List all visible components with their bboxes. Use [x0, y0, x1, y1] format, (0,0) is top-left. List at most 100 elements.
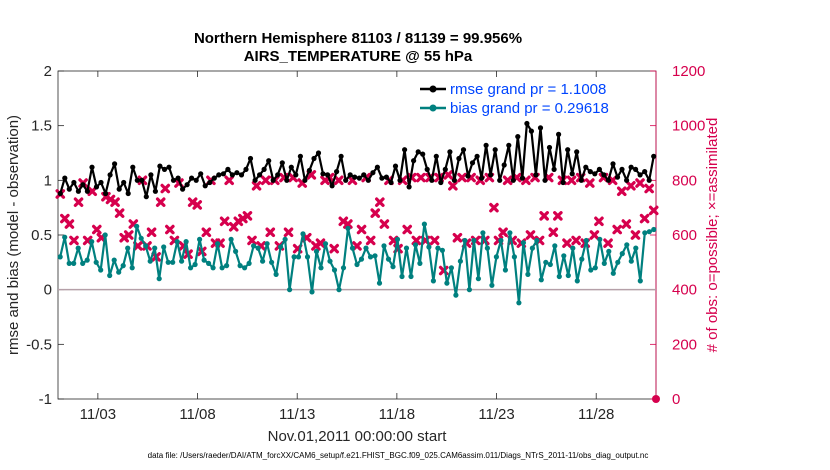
bias-point	[264, 241, 270, 247]
obs-point	[644, 183, 654, 194]
rmse-point	[524, 120, 530, 127]
obs-point	[616, 186, 627, 197]
y-tick-label: 1	[44, 172, 52, 189]
obs-point	[242, 211, 253, 221]
obs-point	[635, 178, 645, 188]
y2-tick-label: 200	[672, 336, 697, 353]
bias-point	[156, 276, 162, 282]
rmse-point	[107, 172, 113, 178]
obs-point	[548, 227, 559, 238]
rmse-point	[406, 184, 412, 190]
bias-point	[125, 245, 131, 251]
rmse-point	[361, 172, 367, 178]
rmse-point	[515, 134, 521, 140]
bias-point	[98, 267, 104, 273]
rmse-point	[234, 170, 240, 176]
bias-point	[93, 259, 99, 265]
rmse-point	[356, 175, 362, 181]
bias-point	[224, 263, 230, 269]
bias-point	[484, 245, 490, 251]
bias-point	[80, 260, 86, 266]
obs-point	[630, 230, 641, 240]
rmse-point	[66, 186, 72, 192]
y-tick-label: 2	[44, 63, 52, 80]
bias-point	[138, 235, 144, 241]
obs-point	[73, 197, 84, 207]
obs-point	[251, 181, 262, 191]
rmse-point	[121, 179, 127, 186]
rmse-point	[379, 175, 385, 181]
bias-point	[444, 280, 450, 286]
y-tick-label: 0.5	[31, 227, 52, 244]
obs-point	[146, 227, 157, 238]
bias-point	[511, 254, 517, 260]
obs-point	[356, 224, 367, 235]
rmse-point	[556, 131, 562, 137]
bias-point	[430, 278, 436, 284]
bias-point	[174, 239, 180, 245]
bias-point	[300, 231, 306, 237]
rmse-point	[651, 153, 657, 159]
bias-point	[399, 273, 405, 280]
bias-point	[228, 236, 234, 242]
bias-point	[552, 243, 558, 249]
obs-point	[429, 235, 440, 246]
bias-point	[304, 254, 311, 260]
bias-point	[538, 277, 544, 283]
obs-point	[333, 175, 344, 186]
obs-point	[416, 172, 426, 183]
rmse-point	[528, 128, 535, 134]
bias-point	[453, 292, 459, 298]
bias-point	[475, 276, 481, 282]
legend-rmse-marker	[429, 85, 437, 93]
rmse-point	[98, 179, 104, 186]
rmse-point	[460, 147, 467, 153]
rmse-point	[57, 190, 63, 197]
bias-point	[421, 221, 427, 227]
bias-point	[403, 245, 410, 251]
bias-point	[561, 253, 567, 259]
rmse-point	[220, 171, 226, 177]
rmse-point	[125, 190, 131, 197]
rmse-point	[542, 177, 548, 183]
rmse-point	[456, 155, 462, 162]
bias-point	[309, 289, 315, 295]
rmse-point	[474, 153, 480, 159]
bias-point	[574, 278, 580, 284]
bias-point	[583, 237, 589, 244]
obs-point	[612, 224, 622, 235]
rmse-point	[84, 188, 90, 194]
obs-point	[585, 178, 595, 188]
rmse-point	[252, 177, 258, 183]
bias-point	[170, 259, 176, 265]
obs-point	[375, 197, 385, 207]
rmse-point	[619, 166, 625, 172]
rmse-point	[551, 166, 557, 172]
bias-point	[66, 260, 72, 266]
bias-point	[107, 272, 113, 279]
bias-point	[439, 247, 445, 253]
bias-point	[313, 248, 320, 254]
rmse-point	[646, 177, 652, 183]
rmse-point	[501, 162, 507, 168]
obs-point	[553, 211, 563, 221]
x-tick-label: 11/08	[179, 406, 215, 423]
rmse-point	[583, 164, 589, 170]
bias-point	[462, 237, 468, 244]
y2-tick-label: 1000	[672, 118, 705, 135]
bias-point	[516, 300, 522, 306]
bias-point	[498, 237, 504, 244]
obs-zero-marker	[652, 395, 660, 403]
obs-point	[343, 219, 353, 229]
obs-point	[201, 227, 212, 238]
bias-point	[466, 287, 472, 293]
rmse-point	[601, 172, 607, 178]
rmse-point	[170, 177, 177, 183]
bias-point	[251, 243, 257, 249]
bias-point	[646, 229, 652, 235]
legend-rmse-label: rmse grand pr = 1.1008	[450, 81, 606, 98]
rmse-point	[293, 172, 299, 178]
obs-point	[448, 181, 458, 191]
bias-point	[134, 223, 140, 229]
obs-point	[123, 230, 134, 240]
